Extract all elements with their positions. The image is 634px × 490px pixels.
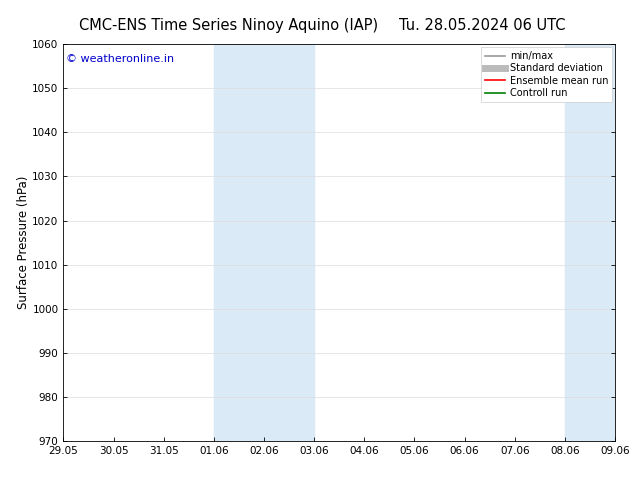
Legend: min/max, Standard deviation, Ensemble mean run, Controll run: min/max, Standard deviation, Ensemble me… bbox=[481, 47, 612, 102]
Bar bbox=[264, 44, 314, 441]
Text: CMC-ENS Time Series Ninoy Aquino (IAP): CMC-ENS Time Series Ninoy Aquino (IAP) bbox=[79, 18, 378, 33]
Text: © weatheronline.in: © weatheronline.in bbox=[66, 54, 174, 64]
Bar bbox=[565, 44, 615, 441]
Text: Tu. 28.05.2024 06 UTC: Tu. 28.05.2024 06 UTC bbox=[399, 18, 565, 33]
Bar bbox=[214, 44, 264, 441]
Y-axis label: Surface Pressure (hPa): Surface Pressure (hPa) bbox=[16, 176, 30, 309]
